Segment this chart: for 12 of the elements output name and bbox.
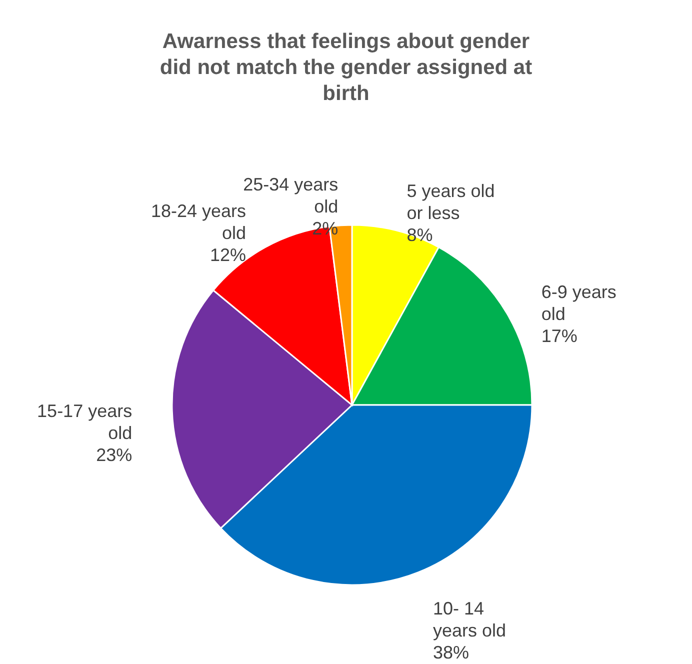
data-label: 8% (406, 224, 433, 245)
data-label: 38% (432, 642, 470, 663)
slice-label: 10- 14 years old (432, 598, 506, 641)
slice-label: 15-17 years old (37, 400, 132, 443)
slice-label: 6-9 years old (541, 282, 616, 324)
data-label: 2% (312, 218, 338, 238)
data-label: 12% (210, 245, 246, 266)
chart-title: Awarness that feelings about gender did not match the gender assigned at birth (160, 30, 532, 105)
slice-label: 18-24 years old (150, 201, 246, 244)
data-label: 17% (541, 326, 578, 346)
slice-label: 5 years old or less (406, 180, 495, 223)
data-label: 23% (96, 444, 132, 465)
